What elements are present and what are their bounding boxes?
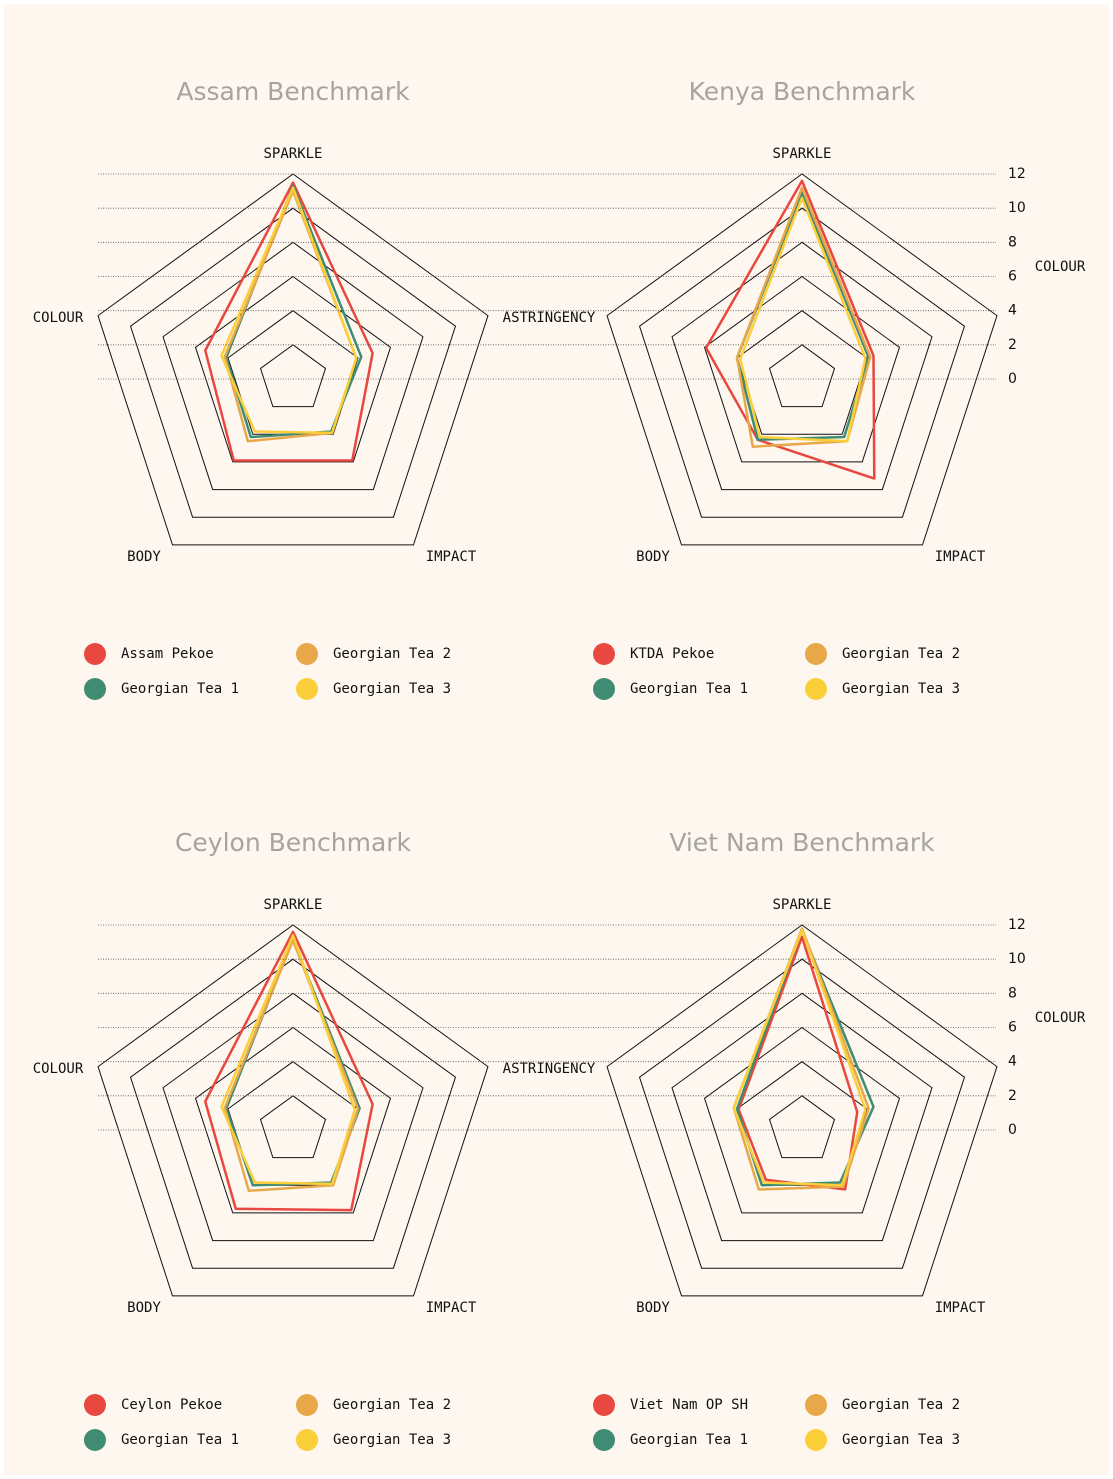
legend-label: Georgian Tea 1 — [630, 1432, 748, 1448]
ring — [703, 275, 901, 463]
legend-label: Georgian Tea 3 — [842, 681, 960, 697]
legend-swatch — [296, 643, 318, 665]
axis-label: COLOUR — [1035, 1010, 1086, 1026]
tick-label: 0 — [1008, 1122, 1017, 1138]
series-polygon — [220, 186, 358, 435]
series-polygon — [204, 930, 374, 1212]
axis-label: ASTRINGENCY — [503, 1061, 596, 1077]
tick-label: 0 — [1008, 371, 1017, 387]
tick-label: 2 — [1008, 1088, 1017, 1104]
tick-label: 10 — [1008, 951, 1026, 967]
legend-swatch — [593, 1394, 615, 1416]
ring — [259, 344, 327, 408]
ring — [162, 241, 424, 491]
axis-label: COLOUR — [33, 1061, 84, 1077]
chart-title: Assam Benchmark — [176, 77, 410, 106]
legend-label: Georgian Tea 3 — [842, 1432, 960, 1448]
ring — [671, 992, 933, 1242]
axis-label: BODY — [127, 1300, 161, 1316]
ring — [768, 1095, 836, 1159]
series-polygon — [220, 934, 356, 1186]
series-polygon — [732, 928, 867, 1187]
series-polygon — [223, 939, 360, 1193]
legend-swatch — [593, 1429, 615, 1451]
legend-swatch — [296, 1394, 318, 1416]
legend-swatch — [805, 678, 827, 700]
legend-swatch — [84, 643, 106, 665]
ring — [129, 958, 457, 1269]
legend-swatch — [593, 678, 615, 700]
legend-label: KTDA Pekoe — [630, 646, 714, 662]
legend-label: Georgian Tea 3 — [333, 1432, 451, 1448]
legend-label: Viet Nam OP SH — [630, 1397, 748, 1413]
legend-swatch — [296, 678, 318, 700]
legend-label: Georgian Tea 3 — [333, 681, 451, 697]
ring — [638, 958, 966, 1269]
legend-swatch — [805, 643, 827, 665]
legend-label: Georgian Tea 2 — [333, 1397, 451, 1413]
legend-swatch — [84, 1429, 106, 1451]
tick-label: 8 — [1008, 985, 1017, 1001]
legend-label: Georgian Tea 2 — [842, 646, 960, 662]
tick-label: 2 — [1008, 337, 1017, 353]
tick-label: 6 — [1008, 1020, 1017, 1036]
legend-label: Ceylon Pekoe — [121, 1397, 222, 1413]
background — [4, 4, 1109, 1475]
ring — [703, 1026, 901, 1214]
legend-swatch — [805, 1429, 827, 1451]
ring — [768, 344, 836, 408]
series-polygon — [704, 179, 876, 480]
axis-label: SPARKLE — [263, 146, 322, 162]
ring — [638, 207, 966, 518]
axis-label: BODY — [636, 549, 670, 565]
tick-label: 6 — [1008, 269, 1017, 285]
axis-label: IMPACT — [935, 549, 986, 565]
ring — [671, 241, 933, 491]
ring — [736, 310, 868, 435]
axis-label: IMPACT — [935, 1300, 986, 1316]
legend-swatch — [296, 1429, 318, 1451]
legend-swatch — [84, 678, 106, 700]
legend-swatch — [593, 643, 615, 665]
axis-label: BODY — [636, 1300, 670, 1316]
ring — [259, 1095, 327, 1159]
axis-label: COLOUR — [1035, 259, 1086, 275]
ring — [129, 207, 457, 518]
chart-title: Viet Nam Benchmark — [669, 828, 935, 857]
tick-label: 10 — [1008, 200, 1026, 216]
ring — [606, 173, 998, 546]
axis-label: COLOUR — [33, 310, 84, 326]
series-polygon — [739, 196, 867, 443]
axis-label: IMPACT — [426, 549, 477, 565]
ring — [97, 924, 489, 1297]
tick-label: 12 — [1008, 166, 1026, 182]
ring — [227, 1061, 359, 1186]
ring — [162, 992, 424, 1242]
legend-swatch — [84, 1394, 106, 1416]
tick-label: 4 — [1008, 1054, 1017, 1070]
chart-title: Kenya Benchmark — [689, 77, 916, 106]
axis-label: BODY — [127, 549, 161, 565]
tick-label: 4 — [1008, 303, 1017, 319]
axis-label: ASTRINGENCY — [503, 310, 596, 326]
series-polygon — [735, 186, 872, 448]
legend-label: Georgian Tea 1 — [630, 681, 748, 697]
axis-label: IMPACT — [426, 1300, 477, 1316]
legend-label: Assam Pekoe — [121, 646, 214, 662]
series-polygon — [204, 181, 374, 462]
tick-label: 12 — [1008, 917, 1026, 933]
chart-title: Ceylon Benchmark — [175, 828, 412, 857]
ring — [606, 924, 998, 1297]
legend-label: Georgian Tea 2 — [333, 646, 451, 662]
legend-label: Georgian Tea 1 — [121, 1432, 239, 1448]
legend-swatch — [805, 1394, 827, 1416]
legend-label: Georgian Tea 1 — [121, 681, 239, 697]
axis-label: SPARKLE — [263, 897, 322, 913]
tick-label: 8 — [1008, 234, 1017, 250]
axis-label: SPARKLE — [772, 897, 831, 913]
legend-label: Georgian Tea 2 — [842, 1397, 960, 1413]
ring — [97, 173, 489, 546]
axis-label: SPARKLE — [772, 146, 831, 162]
